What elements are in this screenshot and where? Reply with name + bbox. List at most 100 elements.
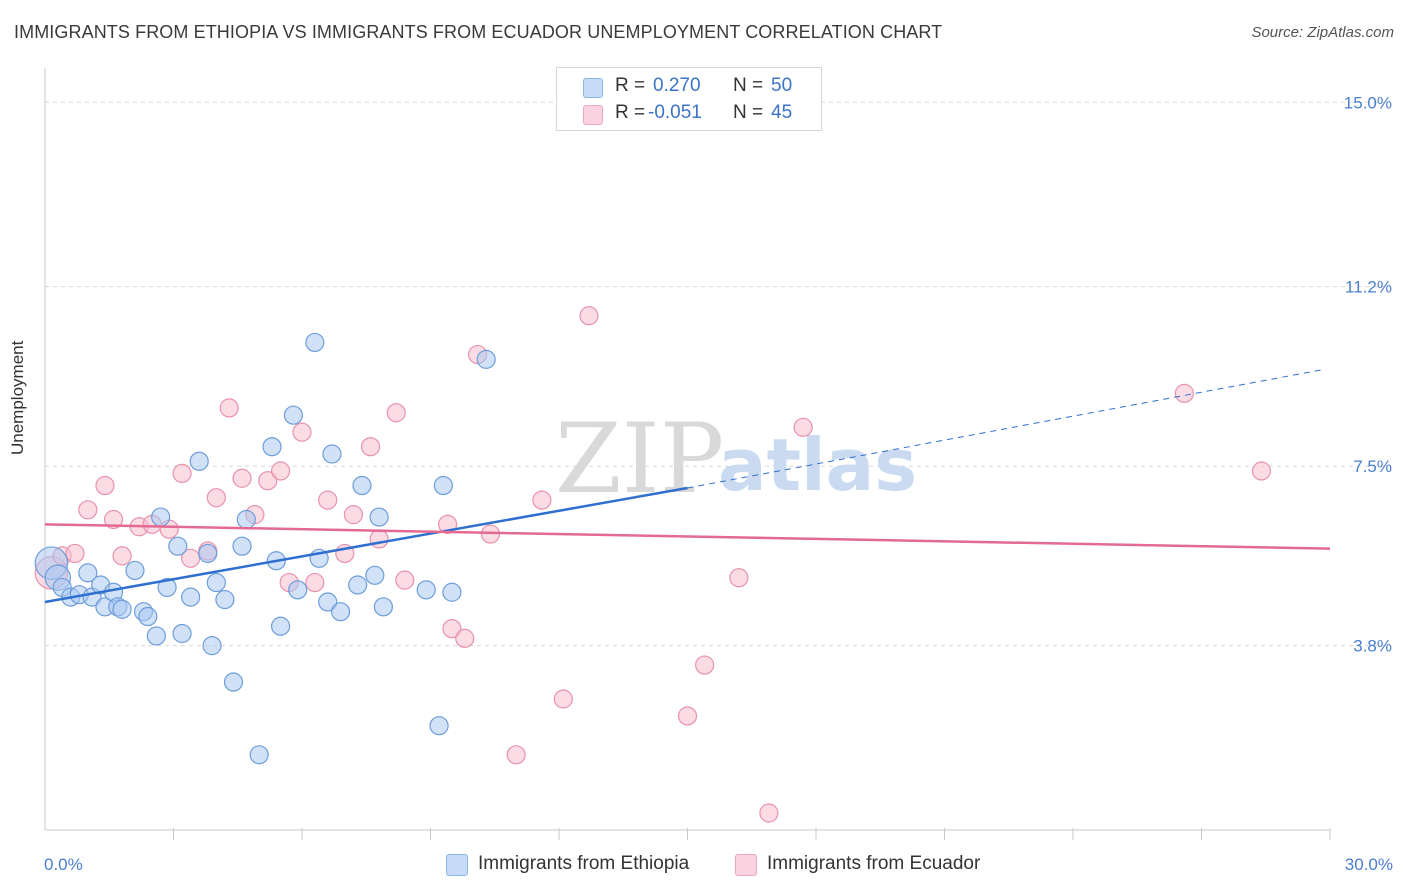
ethiopia-point-45: [416, 580, 436, 600]
ethiopia-point-19: [172, 623, 192, 644]
ecuador-point-10: [172, 463, 192, 484]
ecuador-point-35: [532, 490, 552, 510]
ethiopia-point-32: [270, 616, 291, 636]
source-credit: Source: ZipAtlas.com: [1251, 24, 1394, 41]
legend-n-value: 50: [771, 75, 793, 96]
ethiopia-point-29: [249, 745, 269, 765]
x-tick-label-0: 0.0%: [44, 855, 83, 874]
ethiopia-point-49: [476, 349, 496, 369]
ecuador-point-37: [579, 306, 599, 326]
legend-row-ecuador: R = -0.051 N = 45: [557, 100, 821, 128]
ecuador-point-14: [219, 398, 239, 418]
ecuador-point-42: [793, 417, 813, 437]
ethiopia-point-46: [429, 716, 449, 736]
ecuador-point-3: [78, 500, 98, 520]
legend-label-ethiopia: Immigrants from Ethiopia: [478, 853, 690, 874]
ethiopia-point-28: [236, 509, 256, 530]
ethiopia-point-5: [78, 563, 98, 583]
ecuador-point-44: [1251, 461, 1272, 481]
ecuador-point-36: [553, 689, 573, 709]
trend-lines: [44, 368, 1331, 604]
ecuador-point-25: [360, 437, 381, 457]
ethiopia-point-22: [198, 543, 218, 564]
legend-r-value: 0.270: [653, 75, 701, 96]
ethiopia-point-48: [442, 582, 462, 602]
ethiopia-point-37: [318, 592, 338, 612]
ethiopia-legend-swatch: [446, 854, 468, 876]
legend-label-ecuador: Immigrants from Ecuador: [767, 853, 981, 874]
ecuador-point-18: [270, 461, 291, 481]
watermark-atlas: atlas: [718, 423, 917, 507]
legend-n-label: N =: [733, 75, 764, 96]
ethiopia-point-41: [352, 475, 372, 496]
ecuador-point-27: [386, 403, 406, 423]
ethiopia-swatch: [583, 78, 603, 98]
ecuador-point-34: [506, 745, 526, 765]
ethiopia-point-11: [112, 599, 132, 619]
ethiopia-point-35: [305, 332, 325, 353]
legend-n-value: 45: [771, 102, 793, 123]
ethiopia-point-17: [157, 577, 177, 598]
ethiopia-point-18: [168, 536, 188, 556]
watermark-zip: ZIP: [555, 403, 724, 515]
ecuador-point-6: [112, 546, 132, 566]
ethiopia-trend-line: [44, 486, 688, 604]
legend-r-label: R =: [615, 102, 646, 123]
legend-r-value: -0.051: [648, 102, 702, 123]
ethiopia-point-15: [146, 626, 166, 646]
ecuador-trend-line: [44, 523, 1331, 550]
ethiopia-point-24: [206, 572, 226, 593]
y-tick-label-1: 7.5%: [1353, 457, 1392, 476]
ethiopia-point-34: [288, 580, 308, 600]
ethiopia-point-14: [138, 606, 158, 627]
ethiopia-point-27: [232, 536, 252, 556]
ecuador-legend-swatch: [735, 854, 757, 876]
ecuador-point-15: [232, 468, 252, 488]
ethiopia-point-38: [322, 444, 342, 464]
series-legend: Immigrants from Ethiopia Immigrants from…: [0, 852, 1406, 878]
ecuador-swatch: [583, 105, 603, 125]
ecuador-point-38: [677, 706, 698, 726]
y-tick-label-3: 15.0%: [1344, 93, 1392, 112]
ethiopia-point-42: [365, 565, 385, 585]
ecuador-point-28: [395, 570, 415, 590]
ecuador-point-40: [729, 568, 749, 588]
series-ethiopia-points: [34, 332, 496, 765]
ecuador-point-17: [258, 471, 278, 491]
ecuador-point-21: [305, 572, 325, 593]
ethiopia-point-25: [215, 589, 235, 610]
y-tick-label-0: 3.8%: [1353, 637, 1392, 656]
ethiopia-point-20: [181, 587, 201, 607]
ethiopia-point-30: [262, 437, 282, 457]
ecuador-point-31: [455, 628, 475, 648]
ethiopia-point-12: [125, 560, 145, 581]
gridlines: [45, 101, 1390, 647]
ecuador-point-39: [695, 655, 715, 675]
axes: [44, 68, 1331, 840]
ecuador-point-43: [1174, 383, 1194, 403]
ecuador-point-2: [65, 543, 85, 564]
tick-labels: 3.8% 7.5% 11.2% 15.0% 0.0% 30.0%: [44, 93, 1393, 874]
ethiopia-point-47: [433, 475, 453, 496]
legend-r-label: R =: [615, 75, 646, 96]
ethiopia-point-43: [369, 507, 389, 527]
ecuador-point-24: [343, 505, 363, 525]
ethiopia-point-16: [151, 507, 171, 527]
legend-row-ethiopia: R = 0.270 N = 50: [557, 73, 821, 101]
ecuador-point-26: [369, 529, 389, 549]
x-tick-label-1: 30.0%: [1345, 855, 1393, 874]
ecuador-point-22: [318, 490, 338, 510]
ethiopia-point-23: [202, 636, 222, 656]
ethiopia-point-21: [189, 451, 209, 471]
legend-n-label: N =: [733, 102, 764, 123]
y-tick-label-2: 11.2%: [1345, 278, 1392, 297]
ethiopia-point-39: [330, 602, 351, 622]
ethiopia-point-40: [348, 575, 368, 595]
series-ecuador-points: [34, 306, 1272, 823]
ecuador-point-41: [759, 803, 779, 823]
ecuador-point-13: [206, 488, 226, 508]
ecuador-point-5: [103, 509, 124, 530]
ecuador-point-30: [442, 619, 462, 639]
ecuador-point-4: [95, 475, 115, 496]
